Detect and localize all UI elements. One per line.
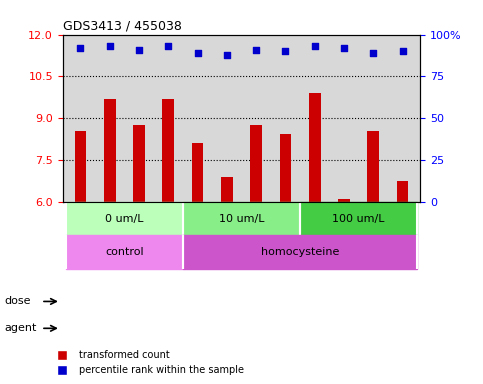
Bar [66,235,183,269]
Point [76,45,84,51]
Legend: transformed count, percentile rank within the sample: transformed count, percentile rank withi… [48,346,248,379]
Bar [133,125,145,202]
Bar [66,202,183,235]
Point [135,46,143,53]
Point [164,43,172,50]
Point [340,45,348,51]
Bar [183,202,300,235]
Point [252,46,260,53]
Bar [250,125,262,202]
Text: control: control [105,247,143,257]
Text: GDS3413 / 455038: GDS3413 / 455038 [63,19,182,32]
Bar [74,131,86,202]
Bar [280,134,291,202]
Bar [221,177,233,202]
Bar [192,143,203,202]
Point [311,43,319,50]
Point [282,48,289,55]
Text: 10 um/L: 10 um/L [219,214,264,223]
Point [106,43,114,50]
Text: homocysteine: homocysteine [261,247,339,257]
Text: 100 um/L: 100 um/L [332,214,385,223]
Text: agent: agent [5,323,37,333]
Text: 0 um/L: 0 um/L [105,214,143,223]
Bar [162,99,174,202]
Point [399,48,407,55]
Bar [183,235,417,269]
Point [194,50,201,56]
Bar [104,99,115,202]
Bar [368,131,379,202]
Point [223,51,231,58]
Point [369,50,377,56]
Bar [397,181,409,202]
Bar [338,199,350,202]
Bar [300,202,417,235]
Bar [309,93,321,202]
Text: dose: dose [5,296,31,306]
